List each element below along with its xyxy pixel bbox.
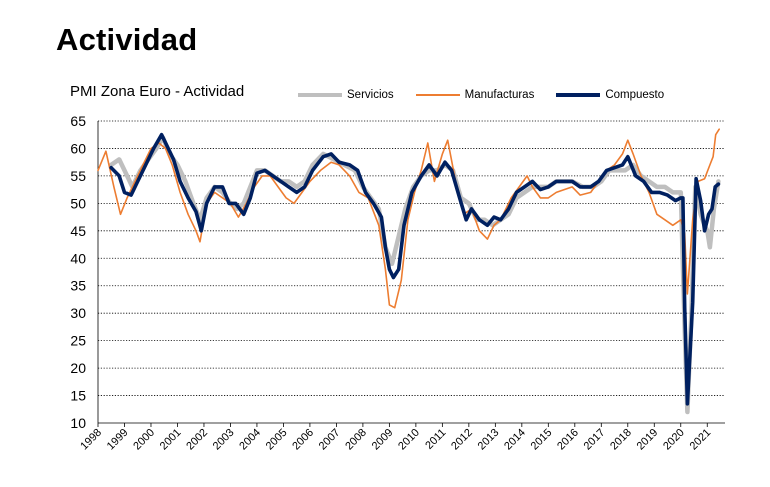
legend-label-servicios: Servicios	[347, 89, 394, 101]
series-line-servicios	[108, 135, 721, 415]
y-tick-label: 25	[70, 333, 86, 349]
chart-series	[97, 128, 721, 415]
x-tick-label: 2018	[608, 427, 634, 453]
y-tick-label: 35	[70, 278, 86, 294]
series-line-compuesto	[109, 132, 721, 406]
x-tick-label: 2010	[396, 427, 422, 453]
y-tick-label: 40	[70, 250, 86, 266]
x-tick-label: 2006	[290, 427, 316, 453]
y-tick-label: 50	[70, 195, 86, 211]
chart-title: PMI Zona Euro - Actividad	[70, 83, 245, 100]
x-tick-label: 2019	[635, 427, 661, 453]
legend-item-compuesto: Compuesto	[556, 89, 664, 101]
x-tick-label: 2011	[423, 427, 448, 452]
x-tick-label: 2013	[476, 427, 502, 453]
page-heading: Actividad	[56, 22, 198, 57]
legend-item-servicios: Servicios	[298, 89, 394, 101]
y-tick-label: 30	[70, 305, 86, 321]
x-tick-label: 2008	[343, 427, 369, 453]
y-axis-ticks: 10 15 20 25 30 35 40 45 50 55 60 65	[70, 113, 86, 431]
x-tick-label: 2009	[370, 427, 396, 453]
x-tick-label: 2015	[529, 427, 555, 453]
chart-legend: Servicios Manufacturas Compuesto	[298, 89, 664, 101]
legend-swatch-servicios	[298, 93, 342, 97]
x-tick-label: 2020	[661, 427, 687, 453]
x-tick-label: 2001	[158, 427, 184, 453]
x-tick-label: 2002	[184, 427, 210, 453]
x-tick-label: 2007	[317, 427, 343, 453]
y-tick-label: 10	[70, 415, 86, 431]
y-tick-label: 55	[70, 168, 86, 184]
y-tick-label: 65	[70, 113, 86, 129]
x-tick-label: 2012	[449, 427, 475, 453]
x-tick-label: 2021	[688, 427, 714, 453]
x-tick-label: 2004	[237, 427, 263, 453]
x-tick-label: 1999	[105, 427, 131, 453]
legend-label-compuesto: Compuesto	[605, 89, 665, 101]
y-tick-label: 60	[70, 140, 86, 156]
y-tick-label: 15	[70, 388, 86, 404]
y-tick-label: 20	[70, 360, 86, 376]
legend-swatch-compuesto	[556, 93, 601, 97]
x-axis-ticks: 1998 1999 2000 2001 2002 2003 2004 2005 2006 2007…	[78, 423, 713, 452]
x-tick-label: 2005	[264, 427, 290, 453]
x-tick-label: 2017	[582, 427, 608, 453]
x-tick-label: 2003	[211, 427, 237, 453]
legend-label-manufacturas: Manufacturas	[464, 89, 535, 101]
x-tick-label: 2014	[502, 427, 528, 453]
x-tick-label: 2016	[555, 427, 581, 453]
legend-swatch-manufacturas	[415, 94, 460, 96]
y-tick-label: 45	[70, 223, 86, 239]
x-tick-label: 2000	[131, 427, 157, 453]
series-line-manufacturas	[97, 128, 720, 309]
legend-item-manufacturas: Manufacturas	[415, 89, 535, 101]
